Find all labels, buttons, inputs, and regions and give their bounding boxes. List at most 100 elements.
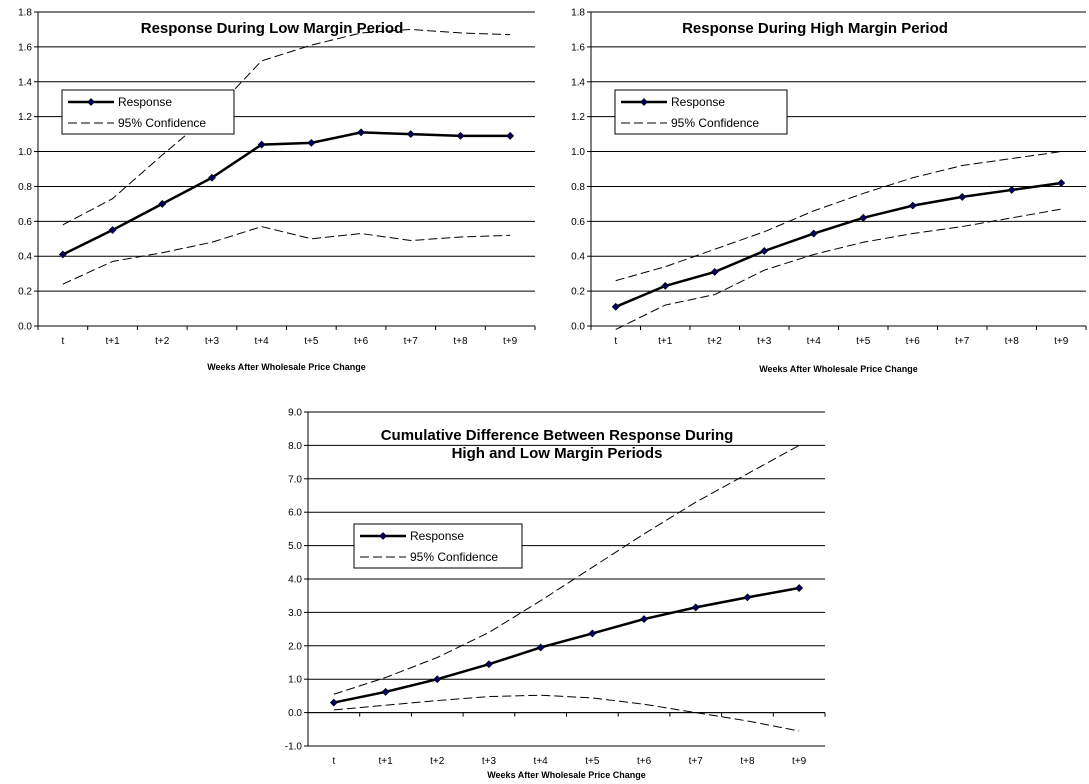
x-tick-label: t+9 [503, 336, 518, 347]
response-point [208, 173, 216, 182]
y-tick-label: 0.2 [571, 287, 585, 298]
response-point [536, 643, 545, 652]
response-point [710, 267, 719, 276]
y-tick-label: 1.6 [18, 42, 32, 53]
response-point [506, 131, 515, 140]
y-tick-label: 1.4 [571, 77, 585, 88]
legend-response-marker [640, 98, 648, 106]
y-tick-label: 0.8 [571, 182, 585, 193]
chart-title: Response During High Margin Period [682, 20, 948, 37]
chart-cumulative-difference: -1.0 0.0 1.0 2.0 3.0 4.0 5.0 6.0 7.0 8.0 9.0 t t+1 t+… [285, 408, 826, 780]
x-tick-label: t+7 [404, 336, 419, 347]
legend-box [61, 89, 235, 135]
confidence-lower-line [615, 208, 1062, 330]
chart-high-margin: 0.0 0.2 0.4 0.6 0.8 1.0 1.2 1.4 1.6 1.8 t t+1 t+2 t+3… [571, 8, 1087, 374]
chart-title: Response During Low Margin Period [141, 20, 404, 37]
confidence-upper-line [615, 151, 1062, 282]
x-tick-label: t+3 [482, 756, 497, 767]
x-tick-label: t+4 [534, 756, 549, 767]
x-tick-label: t [61, 336, 64, 347]
legend-confidence-label: 95% Confidence [118, 116, 206, 130]
response-point [691, 603, 700, 612]
y-tick-label: 2.0 [288, 641, 302, 652]
x-tick-label: t+4 [807, 336, 822, 347]
legend-confidence-label: 95% Confidence [671, 116, 759, 130]
legend-response-marker [379, 532, 387, 540]
y-tick-label: 1.0 [571, 147, 585, 158]
x-tick-label: t+1 [105, 336, 120, 347]
y-tick-label: 0.4 [18, 252, 32, 263]
response-point [307, 138, 316, 147]
x-axis-title: Weeks After Wholesale Price Change [487, 770, 646, 780]
legend-response-label: Response [118, 95, 172, 109]
y-tick-label: 0.0 [288, 708, 302, 719]
y-tick-label: 4.0 [288, 575, 302, 586]
y-tick-label: 0.0 [18, 322, 32, 333]
legend-box [614, 89, 788, 135]
legend-response-label: Response [410, 529, 464, 543]
x-tick-label: t+2 [708, 336, 723, 347]
y-tick-label: 1.8 [571, 8, 585, 19]
response-point [381, 687, 390, 696]
y-tick-label: 3.0 [288, 608, 302, 619]
response-point [108, 226, 117, 234]
x-tick-label: t+7 [689, 756, 704, 767]
x-tick-label: t+8 [1005, 336, 1020, 347]
legend-confidence-label: 95% Confidence [410, 550, 498, 564]
x-tick-label: t+9 [1054, 336, 1069, 347]
y-tick-label: 0.2 [18, 287, 32, 298]
x-tick-label: t+3 [757, 336, 772, 347]
response-point [640, 615, 648, 624]
response-point [406, 130, 415, 139]
y-tick-label: 8.0 [288, 441, 302, 452]
y-tick-label: 5.0 [288, 541, 302, 552]
y-tick-label: 1.0 [18, 147, 32, 158]
y-tick-label: 1.4 [18, 77, 32, 88]
legend-response-label: Response [671, 95, 725, 109]
response-point [158, 199, 167, 208]
x-axis-title: Weeks After Wholesale Price Change [207, 362, 366, 372]
x-axis-title: Weeks After Wholesale Price Change [759, 364, 918, 374]
legend-box [353, 523, 523, 569]
y-tick-label: 1.8 [18, 8, 32, 19]
y-tick-label: 0.4 [571, 252, 585, 263]
x-tick-label: t+3 [205, 336, 220, 347]
response-line [62, 131, 511, 256]
x-tick-label: t+8 [453, 336, 468, 347]
response-line [333, 586, 800, 704]
confidence-upper-line [62, 28, 511, 226]
response-point [795, 584, 804, 592]
chart-title: High and Low Margin Periods [452, 445, 663, 462]
y-tick-label: 9.0 [288, 408, 302, 419]
x-tick-label: t+2 [155, 336, 170, 347]
chart-low-margin: 0.0 0.2 0.4 0.6 0.8 1.0 1.2 1.4 1.6 1.8 t t+1 t+2 t+3… [18, 8, 536, 372]
response-point [661, 281, 670, 290]
response-point [329, 698, 338, 707]
x-tick-label: t+5 [856, 336, 871, 347]
x-tick-label: t+7 [955, 336, 970, 347]
x-tick-label: t+5 [585, 756, 600, 767]
y-tick-label: 1.6 [571, 42, 585, 53]
x-tick-label: t+4 [255, 336, 270, 347]
x-tick-label: t+8 [740, 756, 755, 767]
response-point [357, 128, 365, 137]
x-tick-label: t+6 [637, 756, 652, 767]
y-tick-label: 0.8 [18, 182, 32, 193]
response-point [743, 593, 752, 602]
x-tick-label: t+5 [304, 336, 319, 347]
y-tick-label: 7.0 [288, 474, 302, 485]
response-point [456, 131, 465, 140]
response-point [1057, 179, 1066, 187]
x-tick-label: t+2 [430, 756, 445, 767]
y-tick-label: 6.0 [288, 508, 302, 519]
x-tick-label: t+1 [658, 336, 673, 347]
response-point [257, 140, 266, 149]
x-tick-label: t+9 [792, 756, 807, 767]
response-point [433, 675, 442, 684]
response-point [58, 250, 67, 259]
y-tick-label: 0.6 [571, 217, 585, 228]
confidence-upper-line [333, 444, 800, 695]
response-point [908, 201, 917, 210]
response-point [958, 192, 967, 201]
x-tick-label: t [332, 756, 335, 767]
